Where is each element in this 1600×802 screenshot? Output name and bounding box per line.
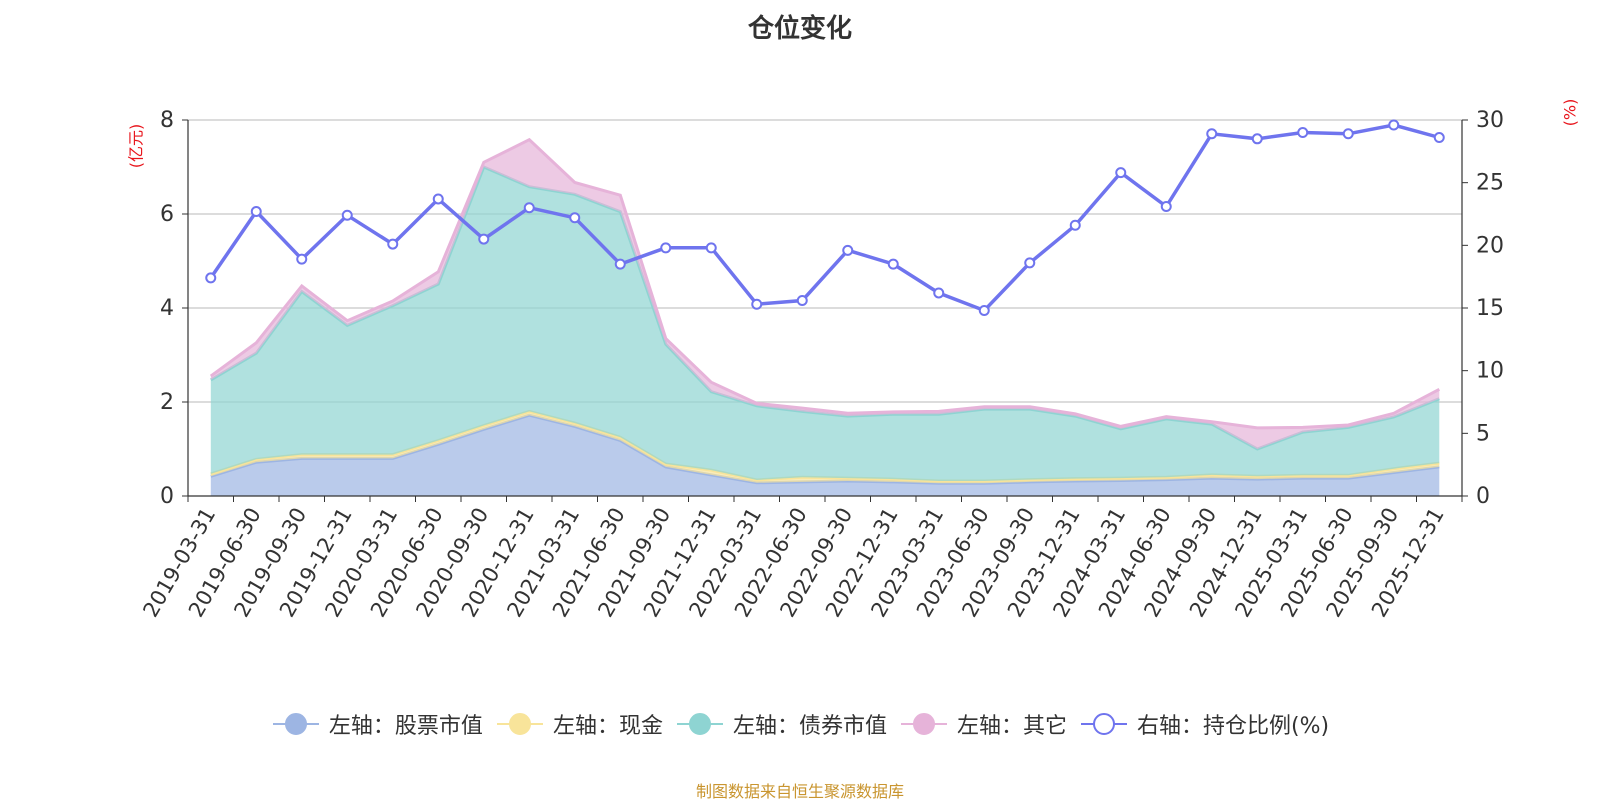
legend-item[interactable]: 右轴：持仓比例(%)	[1079, 708, 1329, 740]
holding-ratio-point	[296, 253, 308, 265]
area-series-3	[210, 167, 1440, 481]
legend-marker-icon	[676, 713, 723, 735]
holding-ratio-point	[1206, 128, 1218, 140]
holding-ratio-point	[341, 209, 353, 221]
holding-ratio-point	[887, 258, 899, 270]
right-axis-tick-label: 20	[1476, 233, 1504, 258]
right-axis-tick-label: 10	[1476, 359, 1504, 384]
holding-ratio-point	[705, 242, 717, 254]
legend: 左轴：股票市值 左轴：现金 左轴：债券市值 左轴：其它 右轴：持仓比例(%)	[0, 708, 1600, 740]
legend-marker-icon	[900, 713, 947, 735]
holding-ratio-point	[978, 305, 990, 317]
holding-ratio-point	[432, 193, 444, 205]
chart-title: 仓位变化	[747, 14, 852, 44]
holding-ratio-point	[205, 272, 217, 284]
right-axis-tick-label: 5	[1476, 421, 1490, 446]
holding-ratio-point	[250, 205, 262, 217]
legend-label: 左轴：其它	[956, 714, 1067, 739]
legend-label: 右轴：持仓比例(%)	[1136, 714, 1330, 739]
holding-ratio-point	[523, 202, 535, 214]
holding-ratio-point	[842, 244, 854, 256]
holding-ratio-point	[1388, 119, 1400, 131]
holding-ratio-point	[1024, 257, 1036, 269]
legend-marker-icon	[272, 713, 319, 735]
area-series-1	[210, 415, 1440, 496]
holding-ratio-point	[478, 233, 490, 245]
legend-label: 左轴：股票市值	[328, 714, 483, 739]
legend-item[interactable]: 左轴：其它	[899, 708, 1067, 740]
holding-ratio-point	[1251, 133, 1263, 145]
holding-ratio-point	[614, 258, 626, 270]
legend-label: 左轴：现金	[552, 714, 663, 739]
holding-ratio-point	[387, 238, 399, 250]
legend-marker-icon	[496, 713, 543, 735]
holding-ratio-point	[1069, 219, 1081, 231]
data-source-note: 制图数据来自恒生聚源数据库	[695, 782, 904, 801]
right-axis-tick-label: 0	[1476, 484, 1490, 509]
legend-item[interactable]: 左轴：现金	[495, 708, 663, 740]
legend-marker-icon	[1080, 713, 1127, 735]
holding-ratio-point	[660, 242, 672, 254]
area-series-4-line	[209, 137, 1440, 430]
right-axis-tick-label: 15	[1476, 296, 1504, 321]
holding-ratio-line	[209, 123, 1440, 313]
legend-item[interactable]: 左轴：债券市值	[675, 708, 887, 740]
left-axis-tick-label: 8	[160, 108, 174, 133]
right-axis-tick-label: 30	[1476, 108, 1504, 133]
legend-label: 左轴：债券市值	[732, 714, 887, 739]
holding-ratio-point	[1160, 200, 1172, 212]
right-axis-tick-label: 25	[1476, 171, 1504, 196]
holding-ratio-point	[1297, 127, 1309, 139]
holding-ratio-point	[1433, 132, 1445, 144]
holding-ratio-point	[569, 212, 581, 224]
holding-ratio-point	[796, 294, 808, 306]
holding-ratio-point	[751, 298, 763, 310]
holding-ratio-point	[1342, 128, 1354, 140]
left-axis-tick-label: 0	[160, 484, 174, 509]
legend-item[interactable]: 左轴：股票市值	[271, 708, 483, 740]
holding-ratio-point	[1115, 167, 1127, 179]
left-axis-tick-label: 2	[160, 390, 174, 415]
holding-ratio-point	[933, 287, 945, 299]
left-axis-tick-label: 6	[160, 202, 174, 227]
left-axis-tick-label: 4	[160, 296, 174, 321]
